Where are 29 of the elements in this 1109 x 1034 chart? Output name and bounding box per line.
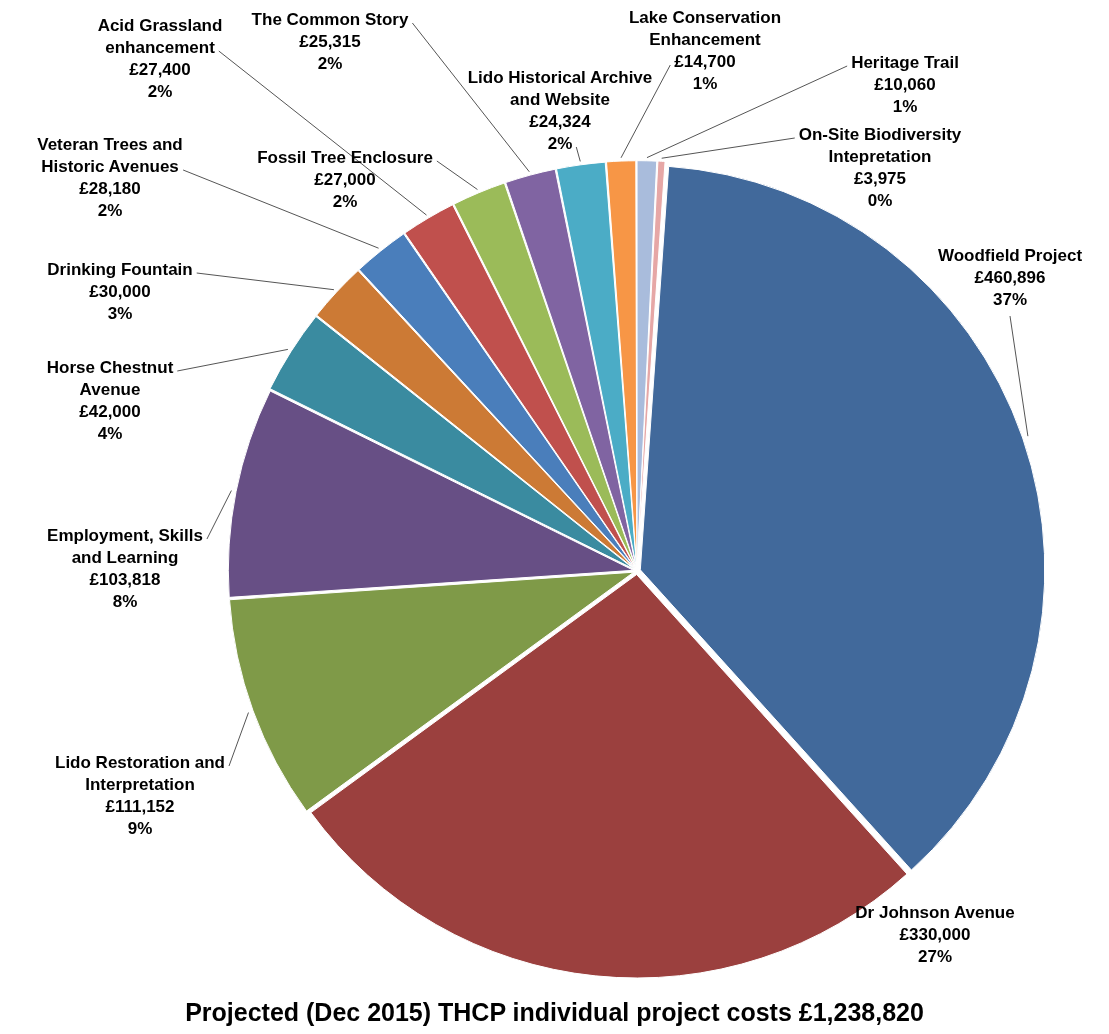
data-label: £28,180 2% [79, 179, 141, 221]
data-label: £27,000 2% [314, 170, 376, 212]
slice-label: Fossil Tree Enclosure [257, 148, 433, 168]
slice-label: Employment, Skills and Learning [47, 526, 203, 568]
slice-label: Lido Restoration and Interpretation [55, 753, 225, 795]
slice-label: Horse Chestnut Avenue [46, 358, 174, 400]
slice-label: Drinking Fountain [47, 260, 193, 280]
slice-label: Dr Johnson Avenue [855, 903, 1015, 923]
data-label: £3,975 0% [854, 169, 906, 211]
slice-label: Veteran Trees and Historic Avenues [37, 135, 183, 177]
data-label: £25,315 2% [299, 32, 361, 74]
slice-label: Lake Conservation Enhancement [628, 8, 782, 50]
text: Projected (Dec 2015) THCP individual project costs £1,238,820 [184, 998, 925, 1027]
data-label: £42,000 4% [79, 402, 141, 444]
slice-label: Heritage Trail [851, 53, 959, 73]
data-label: £111,152 9% [105, 797, 175, 839]
slice-label: Lido Historical Archive and Website [467, 68, 653, 110]
data-label: £330,000 27% [899, 925, 971, 967]
data-label: £27,400 2% [129, 60, 191, 102]
slice-label: On-Site Biodiversity Intepretation [798, 125, 962, 167]
data-label: £24,324 2% [529, 112, 592, 154]
data-label: £10,060 1% [874, 75, 936, 117]
data-label: £14,700 1% [674, 52, 736, 94]
data-label: £103,818 8% [89, 570, 161, 612]
slice-label: The Common Story [251, 10, 409, 30]
slice-label: Woodfield Project [937, 246, 1083, 266]
data-label: £460,896 37% [974, 268, 1046, 310]
data-label: £30,000 3% [89, 282, 151, 324]
slice-label: Acid Grassland enhancement [97, 16, 223, 58]
